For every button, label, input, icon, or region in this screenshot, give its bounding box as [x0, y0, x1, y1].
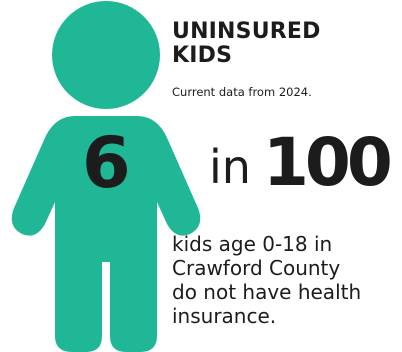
ratio-total: 100	[263, 124, 393, 201]
title-line-1: UNINSURED	[172, 19, 321, 44]
figure-head	[52, 1, 160, 109]
subtitle: Current data from 2024.	[172, 85, 312, 99]
title-line-2: KIDS	[172, 43, 233, 69]
page-title: UNINSURED KIDS	[172, 19, 321, 69]
description-line-1: kids age 0-18 in	[172, 232, 333, 256]
description-line-4: insurance.	[172, 304, 277, 328]
uninsured-count: 6	[82, 122, 131, 204]
ratio-connector: in	[209, 140, 251, 194]
description-line-3: do not have health	[172, 280, 362, 304]
figure-body	[11, 116, 201, 352]
description-line-2: Crawford County	[172, 256, 341, 280]
description: kids age 0-18 in Crawford County do not …	[172, 232, 400, 328]
